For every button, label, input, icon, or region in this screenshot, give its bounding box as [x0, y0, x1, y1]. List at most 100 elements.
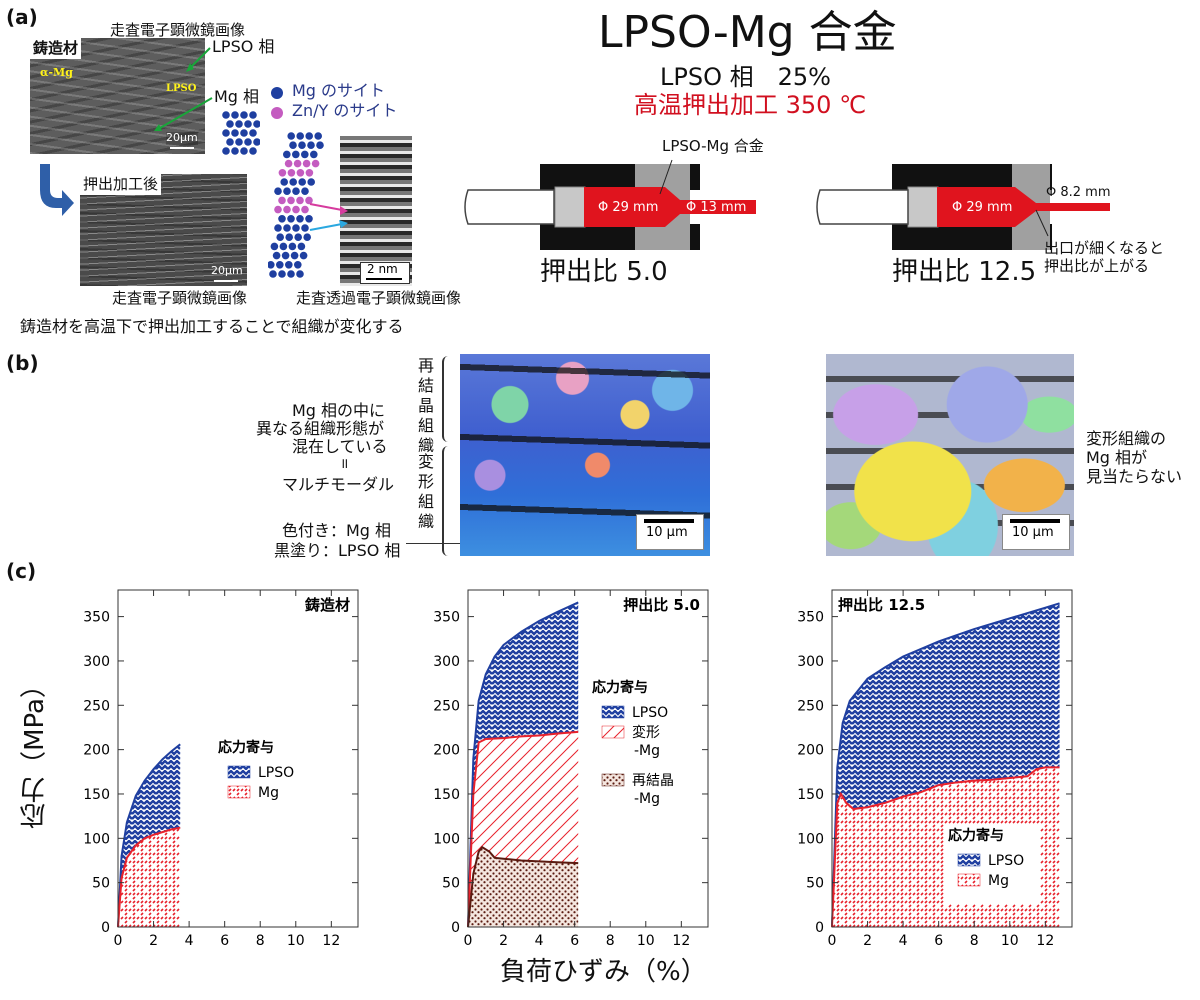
scale-left: 10 µm: [646, 525, 688, 540]
legend-swatch: [601, 773, 625, 787]
b-right-note-line3: 見当たらない: [1086, 467, 1183, 486]
cast-label: 鋳造材: [30, 38, 82, 60]
zny-site-dot: [287, 196, 295, 205]
chart-title: 押出比 5.0: [623, 596, 700, 614]
mg-site-dot: [274, 224, 282, 232]
die-1-ram: [554, 186, 586, 228]
x-tick-label: 6: [570, 933, 579, 949]
x-tick-label: 12: [672, 933, 690, 949]
x-tick-label: 10: [637, 933, 655, 949]
x-tick-label: 0: [114, 933, 123, 949]
die-1-billet: [584, 187, 756, 227]
plot-frame: [467, 589, 709, 928]
panel-label-a: (a): [6, 5, 38, 29]
chart-title: 鋳造材: [305, 596, 350, 614]
x-tick-label: 6: [220, 933, 229, 949]
mg-site-dot: [305, 215, 313, 223]
mg-site-dot: [307, 141, 315, 149]
panel-label-c: (c): [6, 559, 37, 583]
legend-label-sub: -Mg: [634, 743, 660, 759]
x-tick-label: 8: [256, 933, 265, 949]
mg-site-dot: [270, 242, 279, 251]
lattice-dot: [253, 138, 260, 146]
mg-site-dot: [296, 215, 304, 223]
die2-inlet-diameter: Φ 29 mm: [952, 200, 1013, 215]
lattice-dot: [244, 138, 252, 146]
mg-site-dot: [296, 132, 304, 140]
mg-site-dot: [301, 187, 309, 195]
lattice-dot: [226, 138, 234, 146]
ebsd-map-ratio-5: 10 µm: [460, 354, 710, 556]
y-tick-label: 150: [433, 787, 460, 803]
chart-2: 0 2 4 6 8 10 12 0 50 100 150 200 250 300 350 押出比 5.0 応力寄…: [433, 589, 709, 949]
stem-image: 2 nm: [340, 136, 412, 286]
die-2-plunger: [816, 189, 909, 225]
mg-site-dot: [272, 251, 281, 260]
mg-site-dot: [276, 233, 284, 241]
zny-site-dot: [287, 169, 296, 177]
lpso-fraction: LPSO 相 25%: [660, 63, 831, 91]
legend-label-sub: -Mg: [634, 791, 660, 807]
mg-site-dot: [289, 178, 297, 186]
y-tick-label: 350: [433, 610, 460, 626]
stem-scale-bar: [366, 278, 402, 280]
mg-site-dot: [292, 187, 300, 195]
die-1-leader: [659, 159, 673, 195]
scale-2nm: 2 nm: [367, 262, 398, 276]
die-2-ram: [907, 186, 939, 228]
y-tick-label: 250: [797, 698, 824, 714]
panel-label-b: (b): [6, 351, 39, 375]
lattice-dot: [222, 111, 230, 119]
die2-note-line2: 押出比が上がる: [1044, 257, 1150, 275]
y-tick-label: 100: [433, 831, 460, 847]
zny-site-dot: [271, 107, 283, 119]
mg-site-dot: [283, 187, 291, 195]
x-tick-label: 2: [499, 933, 508, 949]
die2-note-line1: 出口が細くなると: [1044, 239, 1165, 257]
scale-bar-right: [1010, 519, 1060, 523]
extrusion-die-2: [816, 164, 1110, 250]
scale-right: 10 µm: [1012, 525, 1054, 540]
lattice-dot: [231, 129, 239, 137]
curve-LPSO: [117, 743, 181, 928]
curve-再結晶--Mg: [467, 845, 579, 928]
curve-Mg: [831, 766, 1060, 928]
b-right-note-line2: Mg 相が: [1086, 448, 1148, 467]
mg-site-dot: [290, 251, 299, 260]
lattice-dot: [240, 129, 248, 137]
b-note-line2: 異なる組織形態が: [256, 419, 385, 438]
legend-swatch: [227, 765, 251, 779]
b-legend-line2: 黒塗り：LPSO 相: [274, 541, 401, 560]
zny-site-dot: [301, 205, 309, 214]
x-tick-label: 10: [287, 933, 305, 949]
mg-lattice: [222, 111, 260, 155]
area-Mg: [118, 827, 181, 927]
area-再結晶--Mg: [468, 847, 579, 927]
mg-site-dot: [299, 251, 308, 260]
mg-site-dot: [301, 150, 309, 159]
mg-site-dot: [294, 233, 302, 241]
mg-site-dot: [292, 224, 300, 232]
zny-site-dot: [293, 159, 302, 168]
mg-site-dot: [268, 261, 275, 269]
legend-swatch: [601, 705, 625, 719]
x-tick-label: 4: [185, 933, 194, 949]
mg-phase-label: Mg 相: [214, 87, 260, 106]
lattice-dot: [240, 147, 248, 155]
mg-site-dot: [307, 178, 315, 186]
lpso-inset-label: LPSO: [166, 83, 197, 94]
sem-top-caption: 走査電子顕微鏡画像: [110, 21, 246, 39]
plot-frame: [831, 589, 1073, 928]
y-tick-label: 0: [815, 920, 824, 936]
process-arrow-icon: [40, 164, 74, 216]
scale-20um-bottom: 20μm: [211, 264, 243, 277]
die-2-billet: [937, 187, 1110, 227]
y-tick-label: 200: [797, 743, 824, 759]
chart-title: 押出比 12.5: [838, 596, 925, 614]
zny-site-dot: [305, 196, 313, 205]
x-tick-label: 10: [1001, 933, 1019, 949]
mg-site-dot: [292, 150, 300, 159]
mg-site-dot: [271, 87, 283, 99]
y-tick-label: 50: [92, 876, 110, 892]
lattice-dot: [226, 120, 234, 128]
